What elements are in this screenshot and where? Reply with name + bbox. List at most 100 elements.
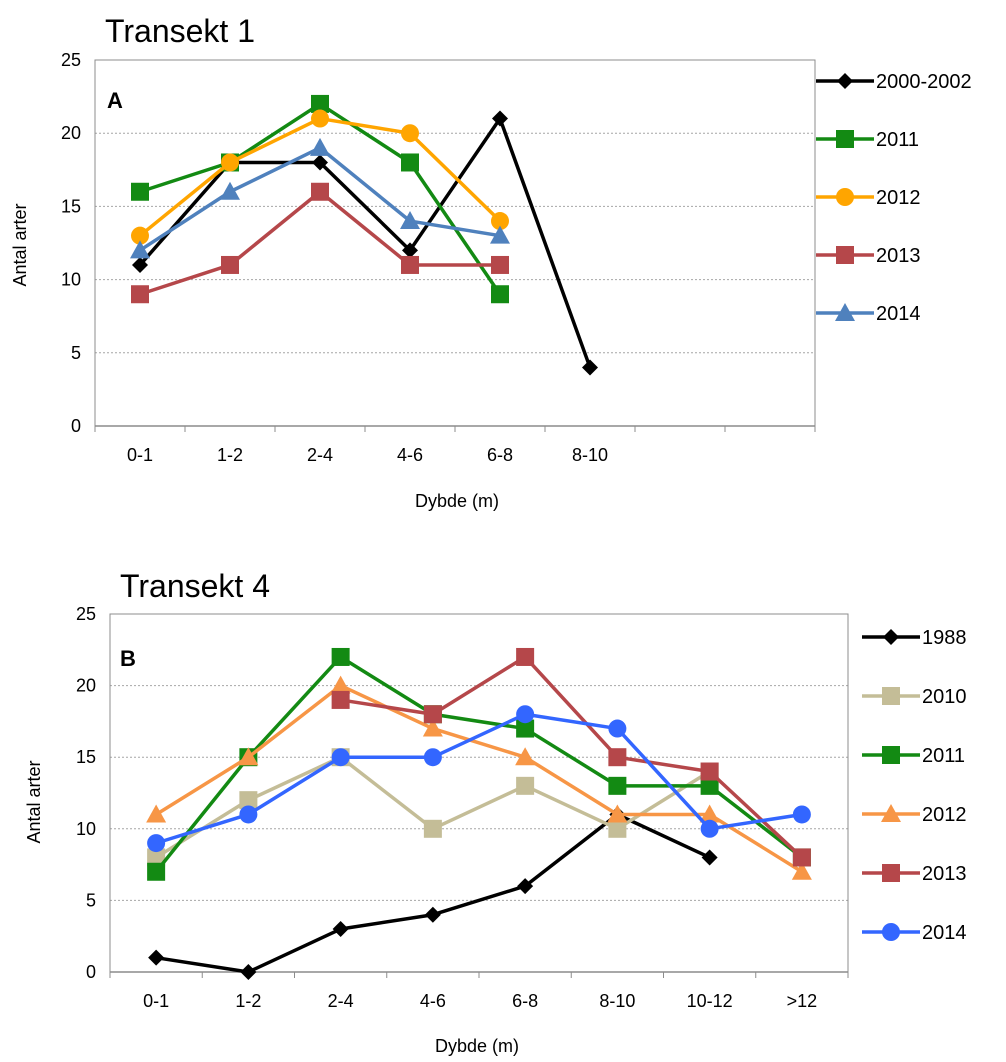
series-2011-point-0	[131, 182, 149, 201]
series-2013-point-7	[792, 848, 811, 867]
series-2010-point-0	[147, 848, 166, 867]
series-2000-2002-point-5	[582, 359, 598, 376]
series-2011-line	[154, 655, 803, 873]
series-2012-point-0	[131, 226, 149, 245]
legend-label: 2014	[922, 922, 967, 944]
y-tick-label: 15	[61, 196, 81, 216]
series-2012-point-5	[607, 804, 628, 823]
series-1988-point-3	[424, 906, 441, 923]
x-tick-label: 6-8	[512, 991, 538, 1011]
x-tick-label: 10-12	[687, 991, 733, 1011]
legend-marker-point-0	[837, 73, 853, 89]
legend-label: 2012	[876, 187, 921, 209]
x-tick-label: 0-1	[127, 445, 153, 465]
legend-label: 2011	[876, 129, 919, 151]
chart-title: Transekt 4	[120, 568, 270, 604]
series-1988-point-0	[148, 949, 165, 966]
series-2013	[131, 182, 509, 304]
series-2010-point-5	[608, 819, 627, 838]
series-2010-line	[155, 755, 711, 859]
y-tick-label: 25	[76, 604, 96, 624]
series-1988-point-4	[517, 878, 534, 895]
series-2014-point-5	[608, 719, 627, 738]
series-2013-point-1	[221, 255, 239, 274]
series-2012	[131, 109, 509, 245]
x-tick-label: 2-4	[328, 991, 354, 1011]
legend-marker-point-3	[881, 804, 901, 822]
legend-label: 2013	[876, 245, 921, 267]
legend-marker-point-4	[835, 303, 855, 321]
x-tick-label: 0-1	[143, 991, 169, 1011]
series-2012-point-0	[146, 804, 167, 823]
series-2000-2002-point-0	[132, 256, 148, 273]
x-tick-label: 2-4	[307, 445, 333, 465]
series-2011-point-6	[700, 776, 719, 795]
series-2014-point-3	[423, 748, 442, 767]
legend-entry-1988: 1988	[862, 627, 967, 649]
legend-label: 1988	[922, 627, 967, 649]
x-tick-label: 4-6	[397, 445, 423, 465]
series-2012-point-6	[699, 804, 720, 823]
legend-entry-2010: 2010	[862, 686, 967, 708]
legend-label: 2014	[876, 303, 921, 325]
legend-entry-2014: 2014	[862, 922, 967, 944]
panel-letter: B	[120, 646, 136, 671]
series-2012-point-4	[491, 212, 509, 231]
series-2014-point-7	[792, 805, 811, 824]
y-tick-label: 10	[61, 270, 81, 290]
x-tick-label: 8-10	[572, 445, 608, 465]
y-tick-label: 20	[61, 123, 81, 143]
legend: 2000-2002 2011 2012 2013 2014	[816, 71, 972, 325]
legend-marker-point-0	[883, 629, 899, 645]
series-1988-line	[155, 812, 711, 974]
x-axis-label: Dybde (m)	[415, 491, 499, 511]
series-2013-point-3	[423, 705, 442, 724]
series-2012-point-2	[311, 109, 329, 128]
series-2014-point-0	[147, 834, 166, 853]
series-2013-point-6	[700, 762, 719, 781]
legend-label: 2012	[922, 804, 967, 826]
series-2011-point-3	[401, 153, 419, 172]
chart-title: Transekt 1	[105, 13, 255, 49]
series-1988-point-2	[332, 921, 349, 938]
series-2014	[130, 137, 510, 259]
x-tick-label: 6-8	[487, 445, 513, 465]
series-2014-point-4	[516, 705, 535, 724]
series-2014-point-0	[130, 240, 150, 259]
series-2000-2002-point-3	[402, 242, 418, 259]
series-2000-2002-line	[138, 116, 592, 369]
series-1988-point-6	[701, 849, 718, 866]
legend-label: 2011	[922, 745, 965, 767]
y-tick-label: 0	[86, 962, 96, 982]
series-2014-point-6	[700, 819, 719, 838]
panel-letter: A	[107, 88, 123, 113]
series-2014	[147, 705, 811, 853]
series-2010-point-3	[423, 819, 442, 838]
legend-label: 2010	[922, 686, 967, 708]
legend-marker-point-1	[882, 687, 900, 705]
legend-entry-2013: 2013	[816, 245, 921, 267]
y-tick-label: 5	[71, 343, 81, 363]
series-2011-point-2	[311, 94, 329, 113]
series-2014-point-2	[331, 748, 350, 767]
legend-marker-point-4	[882, 864, 900, 882]
series-2010-point-1	[239, 791, 258, 810]
legend-label: 2000-2002	[876, 71, 972, 93]
series-2012-point-7	[791, 861, 812, 880]
legend-entry-2000-2002: 2000-2002	[816, 71, 972, 93]
series-2012-point-1	[238, 747, 259, 766]
series-2014-point-1	[239, 805, 258, 824]
chart-transekt-1: Transekt 1 Antal arter Dybde (m) 0 5 10 15 2…	[10, 13, 972, 511]
series-1988-point-1	[240, 964, 257, 980]
series-2014-point-3	[400, 211, 420, 230]
series-2013-point-2	[311, 182, 329, 201]
series-2012-point-3	[422, 718, 443, 737]
series-2011-point-0	[147, 862, 166, 881]
y-axis-label: Antal arter	[10, 203, 30, 286]
legend-entry-2012: 2012	[862, 804, 967, 826]
series-2013-point-4	[491, 255, 509, 274]
x-tick-label: 8-10	[599, 991, 635, 1011]
series-2012-point-1	[221, 153, 239, 172]
